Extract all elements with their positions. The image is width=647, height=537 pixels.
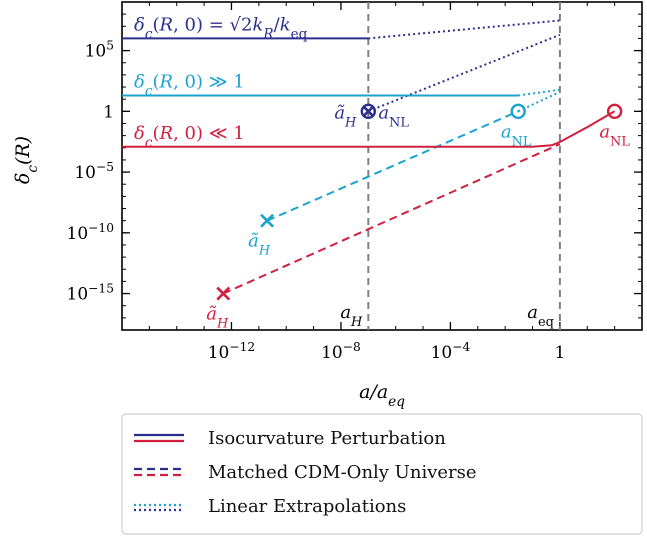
x-axis-title: a/aeq [359,381,405,410]
legend-box [121,413,643,535]
y-tick-label: 105 [85,39,114,62]
marker-red_aH [216,286,231,301]
label-red-aH-tilde: ãH [206,304,229,332]
series-cyan_lin [518,88,561,97]
legend-entry-dashed: Matched CDM-Only Universe [134,462,477,483]
x-tick-label: 1 [554,343,565,363]
legend-label: Linear Extrapolations [208,496,406,517]
legend-entry-solid: Isocurvature Perturbation [134,428,446,449]
x-tick-label: 10−4 [431,340,471,363]
label-red-aNL: aNL [599,121,630,149]
series-red_iso [122,110,616,148]
y-axis-title: δc(R) [12,136,41,184]
series-dark_lin2 [367,33,561,113]
label-red-condition: δc(R, 0) ≪ 1 [134,123,245,151]
plot-frame [121,1,643,331]
x-tick-label: 10−12 [208,340,255,363]
label-aeq: aeq [527,302,554,330]
label-cyan-aNL: aNL [501,121,532,149]
legend-label: Matched CDM-Only Universe [208,462,477,483]
label-dark-condition: δc(R, 0) = √2kR/keq [134,14,308,42]
marker-dark_aH [360,103,377,120]
series-red_cdm [222,143,561,295]
legend-label: Isocurvature Perturbation [208,428,446,449]
y-tick-label: 10−10 [67,221,114,244]
series-cyan_cdm [266,110,519,222]
label-cyan-aH-tilde: ãH [248,231,271,259]
legend-entry-dotted: Linear Extrapolations [134,496,406,517]
marker-red_aNL [606,103,623,120]
label-dark-aH-tilde: ãH [334,102,357,130]
label-aH: aH [340,302,363,330]
y-tick-label: 1 [103,102,114,122]
label-dark-aNL: aNL [378,102,409,130]
y-tick-label: 10−15 [67,282,114,305]
y-tick-label: 10−5 [74,160,114,183]
label-cyan-condition: δc(R, 0) ≫ 1 [134,72,245,100]
marker-cyan_aH [260,213,275,228]
marker-cyan_aNL [510,103,526,120]
x-tick-label: 10−8 [321,340,361,363]
series-dark_lin [368,19,560,40]
